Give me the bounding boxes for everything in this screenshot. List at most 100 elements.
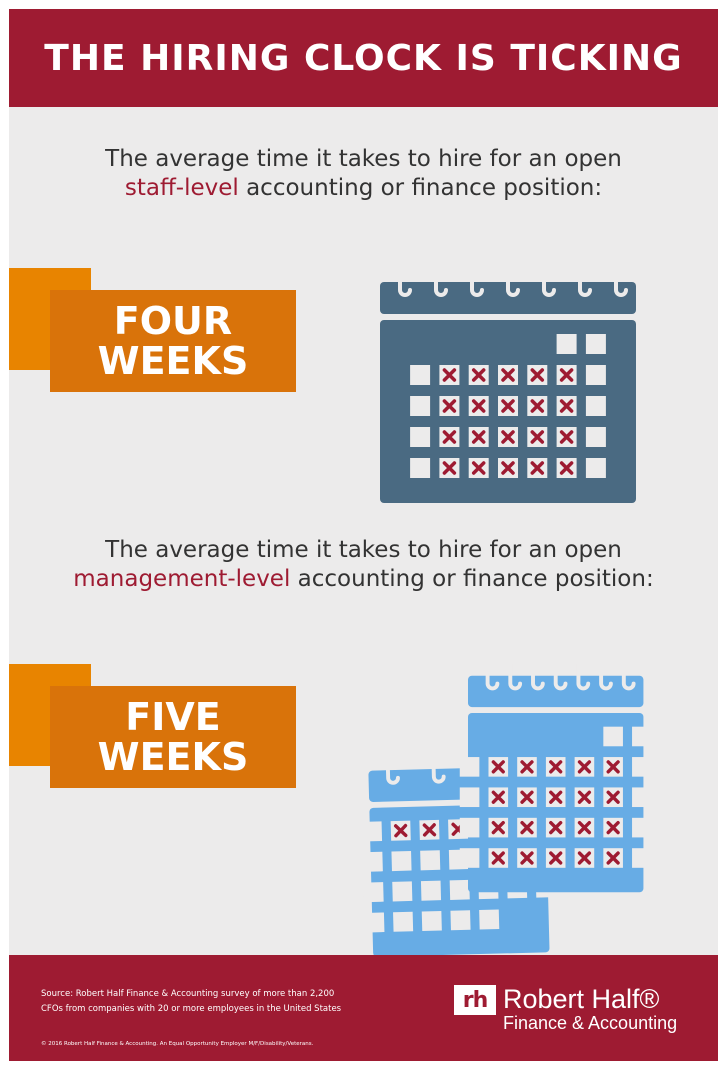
staff-highlight: staff-level bbox=[124, 175, 239, 201]
calendar-ring bbox=[398, 268, 412, 297]
calendar-day bbox=[585, 396, 606, 416]
x-mark-icon bbox=[559, 368, 574, 382]
ribbon-line2: WEEKS bbox=[97, 735, 249, 779]
calendar-ring bbox=[531, 662, 545, 691]
x-mark-icon bbox=[606, 760, 620, 774]
x-mark-icon bbox=[559, 430, 574, 444]
x-mark-icon bbox=[491, 760, 505, 774]
x-mark-icon bbox=[606, 851, 620, 865]
x-mark-icon bbox=[393, 823, 408, 838]
calendar-day bbox=[459, 817, 480, 838]
management-subtitle-line1: The average time it takes to hire for an… bbox=[105, 537, 622, 563]
source-line1: Source: Robert Half Finance & Accounting… bbox=[41, 989, 335, 999]
logo-name: Robert Half® bbox=[503, 984, 660, 1014]
management-ribbon: FIVE WEEKS bbox=[9, 664, 309, 794]
calendar-day bbox=[391, 850, 412, 872]
calendar-day bbox=[363, 882, 384, 903]
ribbon-line2: WEEKS bbox=[97, 339, 249, 383]
x-mark-icon bbox=[491, 821, 505, 835]
staff-subtitle-line2: staff-level accounting or finance positi… bbox=[9, 174, 718, 203]
x-mark-icon bbox=[577, 821, 592, 835]
calendar-ring bbox=[553, 662, 568, 691]
calendar-ring bbox=[578, 268, 592, 297]
management-calendar-front bbox=[459, 662, 652, 893]
calendar-ring bbox=[506, 268, 520, 297]
x-mark-icon bbox=[442, 399, 457, 413]
calendar-day bbox=[361, 821, 383, 842]
calendar-day bbox=[585, 458, 606, 478]
calendar-day bbox=[632, 817, 652, 838]
x-mark-icon bbox=[530, 461, 545, 475]
x-mark-icon bbox=[606, 790, 620, 804]
calendar-day bbox=[393, 911, 414, 932]
logo-mark: rh bbox=[454, 985, 496, 1015]
x-mark-icon bbox=[606, 821, 620, 835]
calendar-ring bbox=[542, 268, 556, 297]
x-mark-icon bbox=[471, 461, 486, 475]
x-mark-icon bbox=[530, 399, 545, 413]
x-mark-icon bbox=[549, 821, 563, 835]
staff-subtitle-rest: accounting or finance position: bbox=[238, 175, 603, 201]
ribbon-front: FOUR WEEKS bbox=[50, 290, 296, 392]
calendar-day bbox=[556, 334, 577, 354]
calendar-day bbox=[632, 726, 652, 747]
calendar-ring bbox=[485, 662, 500, 691]
x-mark-icon bbox=[520, 821, 534, 835]
calendar-day bbox=[364, 912, 385, 933]
calendar-ring bbox=[434, 268, 448, 297]
calendar-day bbox=[410, 396, 431, 416]
calendar-ring bbox=[576, 662, 591, 691]
robert-half-logo: rh Robert Half® Finance & Accounting bbox=[454, 985, 677, 1033]
source-note: Source: Robert Half Finance & Accounting… bbox=[41, 987, 341, 1017]
calendar-day bbox=[585, 365, 606, 385]
x-mark-icon bbox=[559, 461, 574, 475]
x-mark-icon bbox=[442, 430, 457, 444]
x-mark-icon bbox=[577, 851, 592, 865]
x-mark-icon bbox=[491, 851, 505, 865]
calendar-day bbox=[420, 850, 441, 871]
management-subtitle: The average time it takes to hire for an… bbox=[9, 536, 718, 594]
x-mark-icon bbox=[471, 399, 486, 413]
calendar-ring bbox=[621, 662, 636, 691]
staff-subtitle-line1: The average time it takes to hire for an… bbox=[105, 146, 622, 172]
x-mark-icon bbox=[520, 760, 534, 774]
management-highlight: management-level bbox=[73, 566, 291, 592]
calendar-day bbox=[410, 427, 431, 447]
calendar-day bbox=[632, 848, 652, 868]
staff-subtitle: The average time it takes to hire for an… bbox=[9, 145, 718, 203]
x-mark-icon bbox=[442, 461, 457, 475]
management-subtitle-rest: accounting or finance position: bbox=[290, 566, 654, 592]
x-mark-icon bbox=[559, 399, 574, 413]
x-mark-icon bbox=[422, 823, 437, 837]
calendar-day bbox=[450, 910, 471, 931]
ribbon-line1: FOUR bbox=[113, 299, 233, 343]
x-mark-icon bbox=[501, 430, 515, 444]
calendar-ring bbox=[508, 662, 523, 691]
source-line2: CFOs from companies with 20 or more empl… bbox=[41, 1004, 342, 1014]
calendar-day bbox=[585, 427, 606, 447]
calendar-ring bbox=[431, 755, 446, 784]
calendar-day bbox=[459, 757, 480, 777]
calendar-day bbox=[392, 881, 413, 902]
calendar-day bbox=[420, 880, 442, 901]
calendar-day bbox=[632, 757, 652, 777]
calendar-day bbox=[410, 365, 431, 385]
calendar-ring bbox=[614, 268, 628, 297]
calendar-day bbox=[410, 458, 431, 478]
calendar-day bbox=[459, 848, 480, 868]
x-mark-icon bbox=[530, 430, 545, 444]
x-mark-icon bbox=[471, 368, 486, 382]
calendar-day bbox=[603, 726, 623, 747]
calendar-day bbox=[362, 851, 383, 872]
calendar-day bbox=[479, 909, 500, 930]
ribbon-front: FIVE WEEKS bbox=[50, 686, 296, 788]
x-mark-icon bbox=[520, 790, 534, 804]
x-mark-icon bbox=[442, 368, 457, 382]
footer: Source: Robert Half Finance & Accounting… bbox=[9, 955, 718, 1061]
x-mark-icon bbox=[549, 790, 563, 804]
page-title: THE HIRING CLOCK IS TICKING bbox=[9, 9, 718, 107]
staff-ribbon: FOUR WEEKS bbox=[9, 268, 309, 398]
x-mark-icon bbox=[501, 399, 515, 413]
